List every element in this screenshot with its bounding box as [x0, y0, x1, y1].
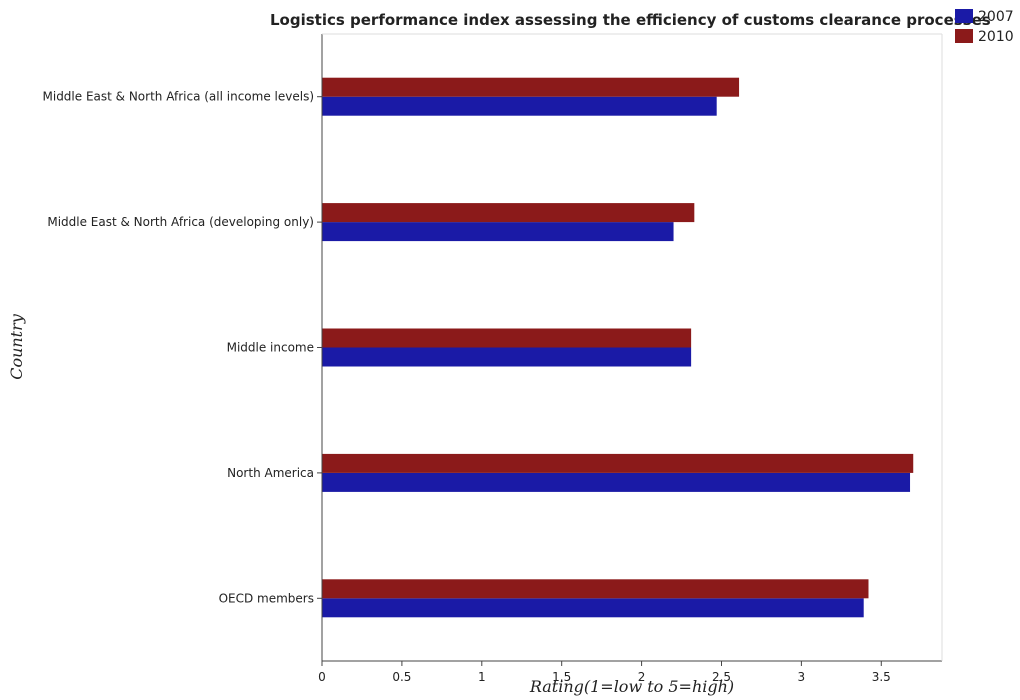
y-tick-label: Middle income — [227, 341, 314, 355]
bar-2007-1 — [322, 222, 674, 242]
bar-2007-2 — [322, 347, 692, 367]
y-tick-label: OECD members — [219, 591, 314, 605]
bar-2010-4 — [322, 579, 869, 599]
y-ticks: Middle East & North Africa (all income l… — [43, 90, 322, 605]
legend-label-2010: 2010 — [978, 29, 1014, 45]
y-tick-label: North America — [227, 466, 314, 480]
y-tick-label: Middle East & North Africa (all income l… — [43, 90, 315, 104]
bar-2010-2 — [322, 328, 692, 348]
x-axis-label: Rating(1=low to 5=high) — [529, 677, 734, 696]
x-tick-label: 1.5 — [552, 670, 571, 684]
bar-2010-3 — [322, 453, 914, 473]
x-tick-label: 2.5 — [712, 670, 731, 684]
x-tick-label: 0.5 — [392, 670, 411, 684]
x-tick-label: 3 — [798, 670, 806, 684]
legend-label-2007: 2007 — [978, 9, 1014, 25]
bar-2007-0 — [322, 96, 717, 116]
bar-2007-3 — [322, 472, 911, 492]
legend-swatch-2007 — [955, 9, 973, 23]
chart-title: Logistics performance index assessing th… — [270, 11, 991, 29]
x-ticks: 0 0.5 1 1.5 2 2.5 3 3.5 — [318, 661, 891, 684]
legend: 2007 2010 — [955, 9, 1014, 45]
x-tick-label: 3.5 — [872, 670, 891, 684]
x-tick-label: 2 — [638, 670, 646, 684]
bar-2007-4 — [322, 598, 864, 618]
bar-2010-1 — [322, 203, 695, 223]
legend-swatch-2010 — [955, 29, 973, 43]
bar-2010-0 — [322, 77, 740, 97]
x-tick-label: 0 — [318, 670, 326, 684]
plot-area — [322, 77, 914, 618]
y-axis-label: Country — [7, 313, 26, 380]
x-tick-label: 1 — [478, 670, 486, 684]
y-tick-label: Middle East & North Africa (developing o… — [47, 215, 314, 229]
